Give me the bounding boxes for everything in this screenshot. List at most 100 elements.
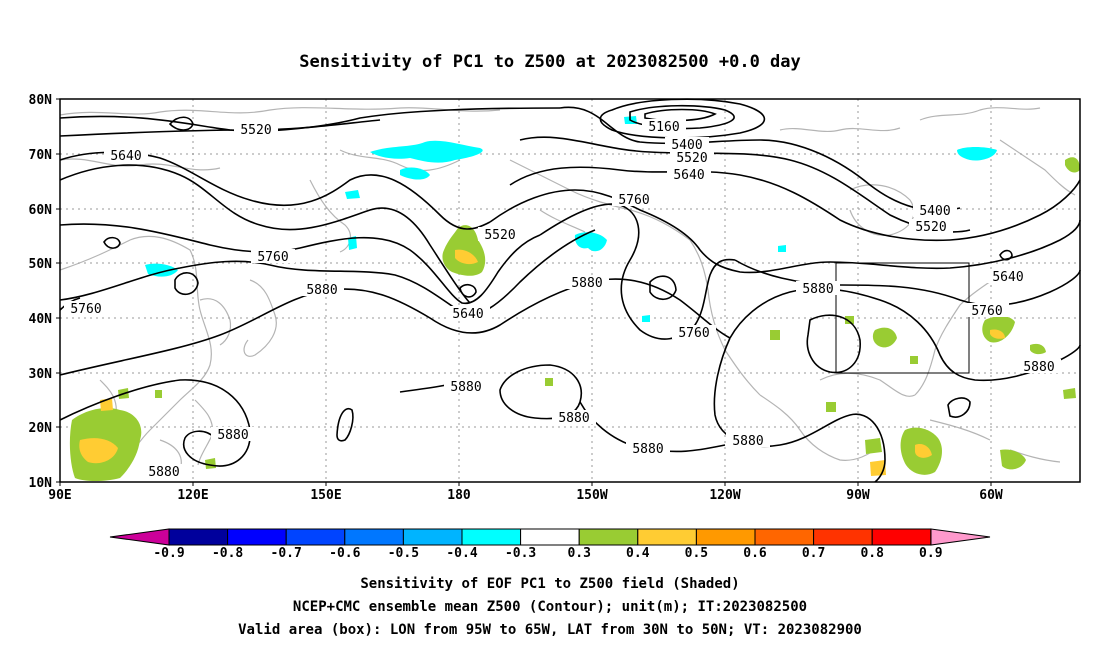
contour-label: 5880	[444, 379, 488, 395]
contour-label: 5880	[300, 282, 344, 298]
colorbar-tick-label: 0.5	[685, 546, 708, 561]
contour-label: 5520	[234, 122, 278, 138]
contour-label: 5640	[986, 269, 1030, 285]
svg-text:5760: 5760	[971, 304, 1002, 319]
colorbar-tick-label: -0.5	[388, 546, 419, 561]
svg-text:5520: 5520	[915, 220, 946, 235]
colorbar-swatch	[344, 528, 404, 546]
svg-text:5400: 5400	[919, 204, 950, 219]
lat-label: 10N	[29, 476, 53, 491]
contour-label: 5760	[612, 192, 656, 208]
svg-text:5400: 5400	[671, 138, 702, 153]
svg-text:5520: 5520	[240, 123, 271, 138]
svg-text:5640: 5640	[992, 270, 1023, 285]
caption-line-contour: NCEP+CMC ensemble mean Z500 (Contour); u…	[293, 599, 807, 615]
lon-label: 150E	[310, 488, 341, 503]
svg-text:5880: 5880	[732, 434, 763, 449]
contour-label: 5880	[1017, 359, 1061, 375]
colorbar-tick-label: 0.9	[919, 546, 942, 561]
colorbar-swatches	[168, 528, 932, 546]
svg-text:5160: 5160	[648, 120, 679, 135]
lat-label: 40N	[29, 312, 53, 327]
svg-text:5640: 5640	[673, 168, 704, 183]
lon-label: 120W	[709, 488, 740, 503]
contour-labels: 5520 5640 5160 5400 5520 5640 5760 5520 …	[64, 119, 1061, 480]
lat-label: 20N	[29, 421, 53, 436]
lat-label: 30N	[29, 367, 53, 382]
contour-label: 5640	[104, 148, 148, 164]
contour-label: 5640	[446, 306, 490, 322]
svg-text:5880: 5880	[450, 380, 481, 395]
lat-label: 60N	[29, 203, 53, 218]
colorbar-tick-label: -0.3	[505, 546, 536, 561]
contour-label: 5880	[796, 281, 840, 297]
colorbar-high-arrow	[930, 528, 991, 546]
colorbar-tick-labels: -0.9 -0.8 -0.7 -0.6 -0.5 -0.4 -0.3 0.3 0.4 0.5 0.6…	[153, 546, 942, 561]
svg-text:5880: 5880	[1023, 360, 1054, 375]
contour-label: 5760	[965, 303, 1009, 319]
contour-label: 5880	[565, 275, 609, 291]
contour-label: 5760	[672, 325, 716, 341]
svg-text:5880: 5880	[571, 276, 602, 291]
colorbar-swatch	[402, 528, 463, 546]
svg-text:5520: 5520	[676, 151, 707, 166]
svg-text:5880: 5880	[558, 411, 589, 426]
contour-label: 5880	[626, 441, 670, 457]
colorbar-swatch	[578, 528, 639, 546]
contour-label: 5160	[642, 119, 686, 135]
colorbar-tick-label: -0.9	[153, 546, 184, 561]
colorbar-swatch	[754, 528, 815, 546]
latitude-labels: 80N 70N 60N 50N 40N 30N 20N 10N	[29, 93, 53, 491]
svg-text:5880: 5880	[632, 442, 663, 457]
colorbar-tick-label: -0.4	[446, 546, 477, 561]
colorbar-swatch	[227, 528, 287, 546]
map-title: Sensitivity of PC1 to Z500 at 2023082500…	[299, 52, 801, 72]
colorbar: -0.9 -0.8 -0.7 -0.6 -0.5 -0.4 -0.3 0.3 0.4 0.5 0.6…	[109, 528, 991, 561]
svg-text:5880: 5880	[148, 465, 179, 480]
colorbar-tick-label: -0.8	[212, 546, 243, 561]
contour-label: 5520	[670, 150, 714, 166]
colorbar-swatch	[871, 528, 932, 546]
contour-label: 5400	[665, 137, 709, 153]
lon-label: 120E	[177, 488, 208, 503]
colorbar-tick-label: 0.3	[567, 546, 590, 561]
svg-text:5640: 5640	[110, 149, 141, 164]
lat-label: 50N	[29, 257, 53, 272]
lat-label: 80N	[29, 93, 53, 108]
contour-label: 5520	[909, 219, 953, 235]
svg-text:5880: 5880	[802, 282, 833, 297]
valid-area-box	[835, 262, 970, 374]
longitude-labels: 90E 120E 150E 180 150W 120W 90W 60W	[48, 488, 1003, 503]
sensitivity-shading	[69, 116, 1080, 481]
lon-label: 90E	[48, 488, 71, 503]
lon-label: 90W	[846, 488, 870, 503]
colorbar-tick-label: 0.7	[802, 546, 825, 561]
colorbar-swatch	[285, 528, 346, 546]
svg-text:5760: 5760	[678, 326, 709, 341]
colorbar-tick-label: 0.8	[860, 546, 884, 561]
lon-label: 150W	[576, 488, 607, 503]
colorbar-swatch	[461, 528, 522, 546]
contour-label: 5520	[478, 227, 522, 243]
colorbar-low-arrow	[109, 528, 170, 546]
contour-label: 5880	[726, 433, 770, 449]
svg-text:5760: 5760	[618, 193, 649, 208]
lon-label: 60W	[979, 488, 1003, 503]
colorbar-swatch	[695, 528, 756, 546]
svg-text:5640: 5640	[452, 307, 483, 322]
colorbar-swatch	[637, 528, 697, 546]
contour-label: 5880	[142, 464, 186, 480]
axis-ticks	[56, 98, 992, 486]
caption-line-valid-area: Valid area (box): LON from 95W to 65W, L…	[238, 622, 862, 638]
svg-text:5520: 5520	[484, 228, 515, 243]
colorbar-tick-label: -0.6	[329, 546, 360, 561]
colorbar-swatch	[168, 528, 229, 546]
map-frame	[59, 98, 1081, 483]
contour-label: 5880	[211, 427, 255, 443]
z500-contours	[59, 98, 1081, 483]
contour-label: 5880	[552, 410, 596, 426]
svg-text:5880: 5880	[217, 428, 248, 443]
lat-label: 70N	[29, 148, 53, 163]
colorbar-tick-label: 0.6	[743, 546, 767, 561]
